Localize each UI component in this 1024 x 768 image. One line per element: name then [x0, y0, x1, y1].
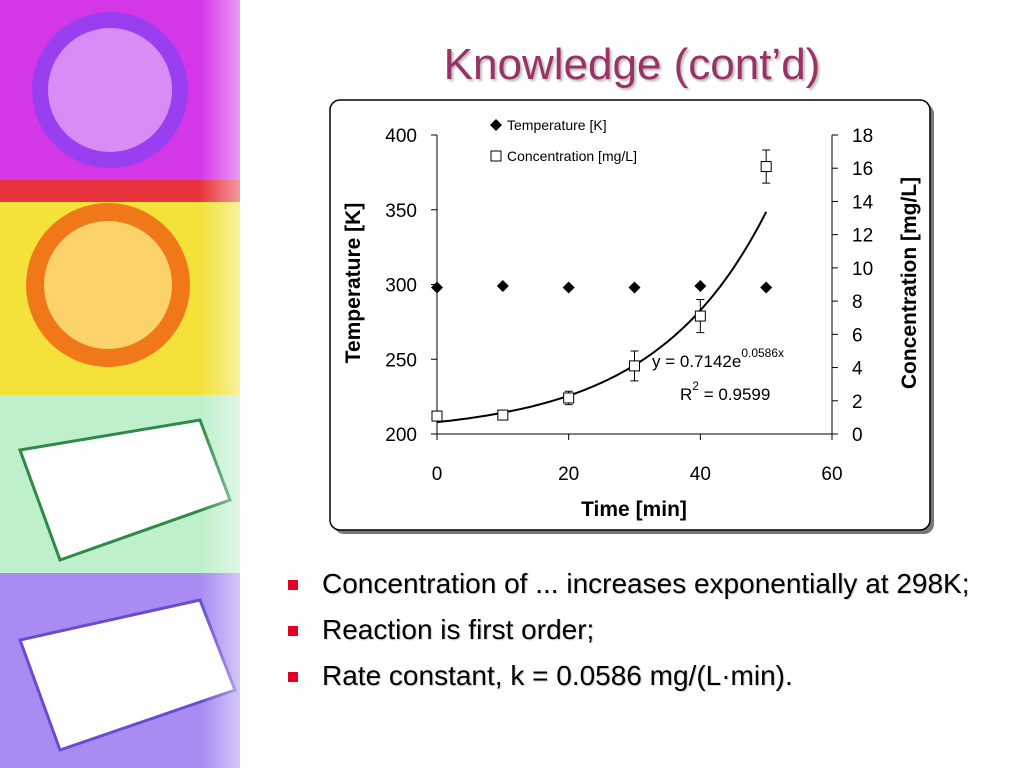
y-tick-label: 350: [385, 201, 417, 222]
exponent: 0.0586x: [741, 346, 784, 360]
point: [496, 279, 509, 292]
trend-equation: y = 0.7142e0.0586x: [652, 346, 784, 371]
point: [694, 279, 707, 292]
y-axis-title: Temperature [K]: [342, 203, 365, 364]
y2-tick-label: 18: [852, 126, 873, 147]
y2-tick-label: 2: [852, 392, 863, 413]
y2-axis-title: Concentration [mg/L]: [898, 177, 921, 389]
trendline: [436, 211, 768, 424]
point: [562, 281, 575, 294]
x-tick-label: 20: [558, 464, 579, 485]
decor-strip: [0, 0, 280, 768]
x-tick-label: 0: [432, 464, 443, 485]
chart: Time [min] Temperature [K] Concentration…: [329, 99, 934, 534]
x-tick-label: 60: [821, 464, 842, 485]
point: [628, 281, 641, 294]
bullet: Rate constant, k = 0.0586 mg/(L·min).: [288, 658, 988, 693]
y-tick-label: 200: [385, 425, 417, 446]
slide-title: Knowledge (cont’d): [443, 40, 821, 89]
equation: y = 0.7142e: [652, 352, 741, 371]
y-tick-label: 250: [385, 350, 417, 371]
y2-tick-label: 0: [852, 425, 863, 446]
r-value: = 0.9599: [699, 385, 770, 404]
point: [760, 281, 773, 294]
y2-tick-label: 6: [852, 325, 863, 346]
r-squared: R2 = 0.9599: [680, 379, 770, 404]
r-power: 2: [692, 379, 699, 393]
bullet: Reaction is first order;: [288, 612, 988, 647]
legend-marker: [490, 119, 502, 131]
point: [431, 281, 443, 294]
y2-tick-label: 14: [852, 192, 874, 213]
y2-tick-label: 12: [852, 226, 873, 247]
y-tick-label: 300: [385, 276, 417, 297]
x-axis-title: Time [min]: [581, 498, 687, 521]
chart-frame: [329, 99, 931, 531]
legend-label: Temperature [K]: [507, 117, 607, 133]
point: [629, 360, 640, 372]
r: R: [680, 385, 692, 404]
y2-tick-label: 10: [852, 259, 873, 280]
point: [563, 392, 575, 404]
bullet-list: Concentration of ... increases exponenti…: [288, 566, 988, 704]
y2-tick-label: 4: [852, 359, 863, 380]
legend-label: Concentration [mg/L]: [507, 148, 637, 164]
point: [694, 310, 706, 322]
point: [497, 409, 509, 421]
y-tick-label: 400: [385, 126, 417, 147]
legend-marker: [490, 150, 502, 162]
x-tick-label: 40: [690, 464, 711, 485]
point: [760, 161, 772, 173]
point: [431, 410, 443, 422]
y2-tick-label: 16: [852, 159, 873, 180]
bullet: Concentration of ... increases exponenti…: [288, 566, 988, 601]
y2-tick-label: 8: [852, 292, 863, 313]
